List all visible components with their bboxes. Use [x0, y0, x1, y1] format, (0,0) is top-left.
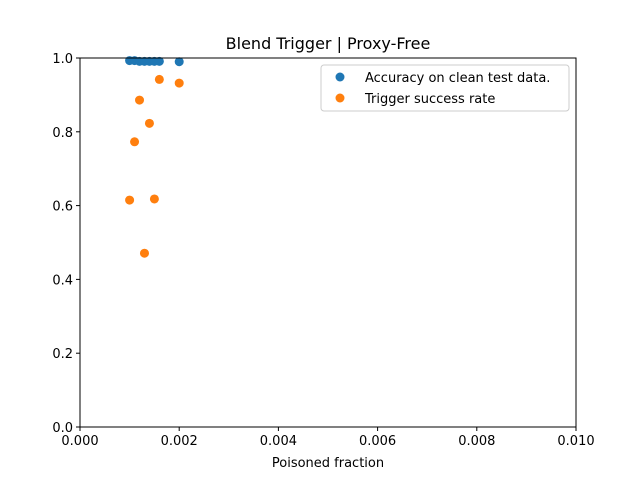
legend-marker-0 [335, 72, 345, 82]
y-tick-label: 0.8 [52, 126, 73, 141]
y-tick-label: 1.0 [52, 52, 73, 67]
legend-label-1: Trigger success rate [364, 92, 495, 107]
x-axis-label: Poisoned fraction [272, 456, 384, 471]
data-points [125, 56, 184, 258]
x-tick-label: 0.010 [557, 434, 594, 449]
legend-label-0: Accuracy on clean test data. [365, 71, 550, 86]
y-tick-label: 0.0 [52, 421, 73, 436]
x-tick-label: 0.008 [458, 434, 495, 449]
x-tick-label: 0.000 [61, 434, 98, 449]
legend-box [320, 64, 570, 112]
y-tick-label: 0.2 [52, 347, 73, 362]
series-1-point [144, 118, 154, 128]
y-tick-label: 0.6 [52, 200, 73, 215]
x-tick-label: 0.004 [260, 434, 297, 449]
series-1-point [154, 74, 164, 84]
series-1-point [149, 194, 159, 204]
series-1-point [130, 137, 140, 147]
series-1-point [139, 248, 149, 258]
legend: Accuracy on clean test data. Trigger succ… [320, 64, 570, 112]
series-0-point [154, 56, 164, 66]
series-1-point [125, 195, 135, 205]
chart-title: Blend Trigger | Proxy-Free [226, 34, 431, 53]
x-tick-label: 0.002 [161, 434, 198, 449]
x-tick-label: 0.006 [359, 434, 396, 449]
legend-marker-1 [335, 93, 345, 103]
series-1-point [135, 95, 145, 105]
plot-frame [79, 57, 577, 428]
series-1-point [174, 78, 184, 88]
y-axis-ticks: 0.0 0.2 0.4 0.6 0.8 1.0 [52, 52, 80, 436]
y-tick-label: 0.4 [52, 273, 73, 288]
x-axis-ticks: 0.000 0.002 0.004 0.006 0.008 0.010 [61, 427, 595, 449]
series-0-point [174, 57, 184, 67]
